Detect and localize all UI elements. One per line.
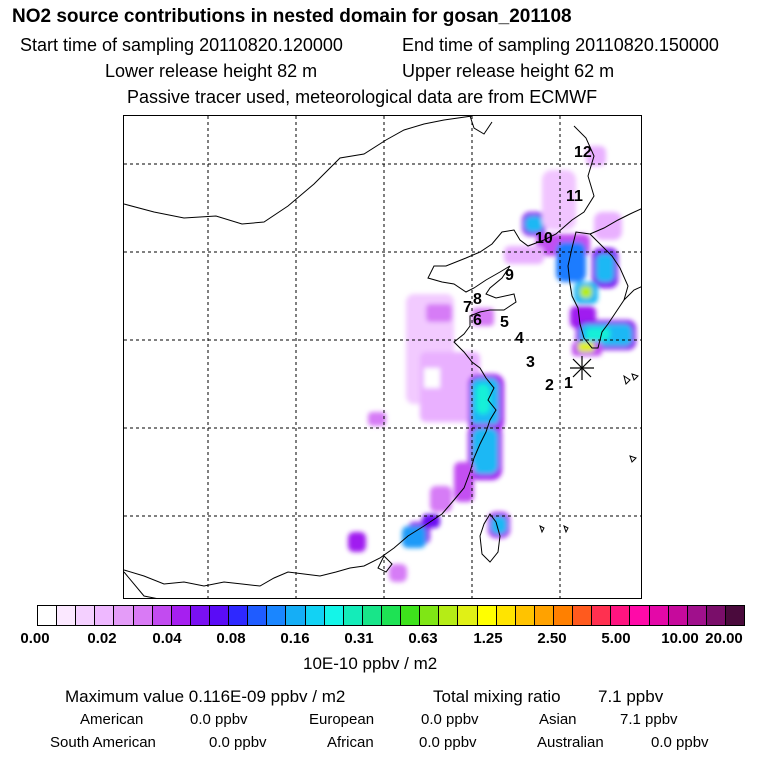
colorbar-tick-label: 0.02 — [87, 630, 117, 647]
region-value-asian: 7.1 ppbv — [620, 711, 678, 728]
trajectory-label-9: 9 — [505, 267, 514, 284]
colorbar-tick-label: 0.31 — [344, 630, 374, 647]
region-value-european: 0.0 ppbv — [421, 711, 479, 728]
total-mixing-value: 7.1 ppbv — [598, 687, 664, 706]
colorbar-segment — [229, 606, 249, 625]
colorbar-segment — [152, 606, 172, 625]
colorbar-segment — [420, 606, 440, 625]
star-receptor-icon — [570, 356, 594, 380]
colorbar-segment — [171, 606, 191, 625]
trajectory-label-10: 10 — [535, 230, 553, 247]
colorbar-segment — [401, 606, 421, 625]
region-name-african: African — [327, 734, 374, 751]
colorbar-tick-label: 20.00 — [705, 630, 743, 647]
colorbar-segment — [592, 606, 612, 625]
plot-title: NO2 source contributions in nested domai… — [12, 6, 572, 27]
colorbar-segment — [114, 606, 134, 625]
colorbar-segment — [248, 606, 268, 625]
colorbar-segment — [286, 606, 306, 625]
colorbar-segment — [324, 606, 344, 625]
colorbar — [37, 605, 745, 626]
start-time-label: Start time of sampling 20110820.120000 — [20, 35, 343, 55]
region-name-south-american: South American — [50, 734, 156, 751]
colorbar-segment — [573, 606, 593, 625]
colorbar-tick-label: 0.16 — [280, 630, 310, 647]
trajectory-label-6: 6 — [473, 312, 482, 329]
colorbar-segment — [458, 606, 478, 625]
region-name-asian: Asian — [539, 711, 577, 728]
colorbar-segment — [477, 606, 497, 625]
region-value-south-american: 0.0 ppbv — [209, 734, 267, 751]
region-name-american: American — [80, 711, 144, 728]
colorbar-segment — [305, 606, 325, 625]
colorbar-segment — [668, 606, 688, 625]
region-value-australian: 0.0 ppbv — [651, 734, 709, 751]
colorbar-tick-label: 10.00 — [661, 630, 699, 647]
colorbar-segment — [725, 606, 745, 625]
trajectory-label-5: 5 — [500, 314, 509, 331]
map-svg: 1 2 3 4 5 6 7 8 9 10 11 12 — [124, 116, 641, 598]
colorbar-tick-label: 5.00 — [601, 630, 631, 647]
region-value-african: 0.0 ppbv — [419, 734, 477, 751]
colorbar-tick-label: 0.00 — [20, 630, 50, 647]
colorbar-unit: 10E-10 ppbv / m2 — [303, 654, 438, 673]
colorbar-segment — [343, 606, 363, 625]
trajectory-label-4: 4 — [515, 330, 524, 347]
map-panel: 1 2 3 4 5 6 7 8 9 10 11 12 — [123, 115, 642, 599]
colorbar-segment — [362, 606, 382, 625]
region-value-american: 0.0 ppbv — [190, 711, 248, 728]
colorbar-segment — [209, 606, 230, 625]
colorbar-segment — [95, 606, 115, 625]
grid-lines — [124, 116, 641, 598]
colorbar-tick-label: 0.08 — [216, 630, 246, 647]
colorbar-segment — [190, 606, 210, 625]
colorbar-segment — [496, 606, 516, 625]
colorbar-tick-label: 2.50 — [537, 630, 567, 647]
trajectory-label-11: 11 — [566, 188, 583, 205]
colorbar-segment — [381, 606, 402, 625]
upper-height-label: Upper release height 62 m — [402, 61, 615, 81]
trajectory-label-12: 12 — [574, 144, 592, 161]
trajectory-label-7: 7 — [463, 299, 472, 316]
trajectory-label-1: 1 — [564, 375, 573, 392]
colorbar-segment — [439, 606, 459, 625]
trajectory-label-8: 8 — [473, 291, 482, 308]
colorbar-segment — [133, 606, 153, 625]
colorbar-tick-label: 0.63 — [408, 630, 438, 647]
colorbar-segment — [38, 606, 58, 625]
colorbar-segment — [267, 606, 287, 625]
region-name-european: European — [309, 711, 375, 728]
colorbar-segment — [534, 606, 554, 625]
lower-height-label: Lower release height 82 m — [105, 61, 318, 81]
end-time-label: End time of sampling 20110820.150000 — [402, 35, 719, 55]
colorbar-tick-label: 1.25 — [473, 630, 503, 647]
colorbar-tick-label: 0.04 — [152, 630, 182, 647]
tracer-note: Passive tracer used, meteorological data… — [127, 87, 598, 107]
colorbar-segment — [515, 606, 535, 625]
colorbar-segment — [706, 606, 726, 625]
colorbar-segment — [687, 606, 707, 625]
coastlines — [124, 116, 641, 598]
maximum-value: Maximum value 0.116E-09 ppbv / m2 — [65, 687, 346, 706]
total-mixing-label: Total mixing ratio — [433, 687, 561, 706]
trajectory-labels: 1 2 3 4 5 6 7 8 9 10 11 12 — [463, 144, 592, 394]
trajectory-label-3: 3 — [526, 354, 535, 371]
colorbar-segment — [553, 606, 574, 625]
colorbar-segment — [57, 606, 77, 625]
colorbar-segment — [649, 606, 669, 625]
colorbar-segment — [76, 606, 96, 625]
trajectory-label-2: 2 — [545, 377, 554, 394]
colorbar-segment — [630, 606, 650, 625]
colorbar-segment — [611, 606, 631, 625]
region-name-australian: Australian — [537, 734, 604, 751]
